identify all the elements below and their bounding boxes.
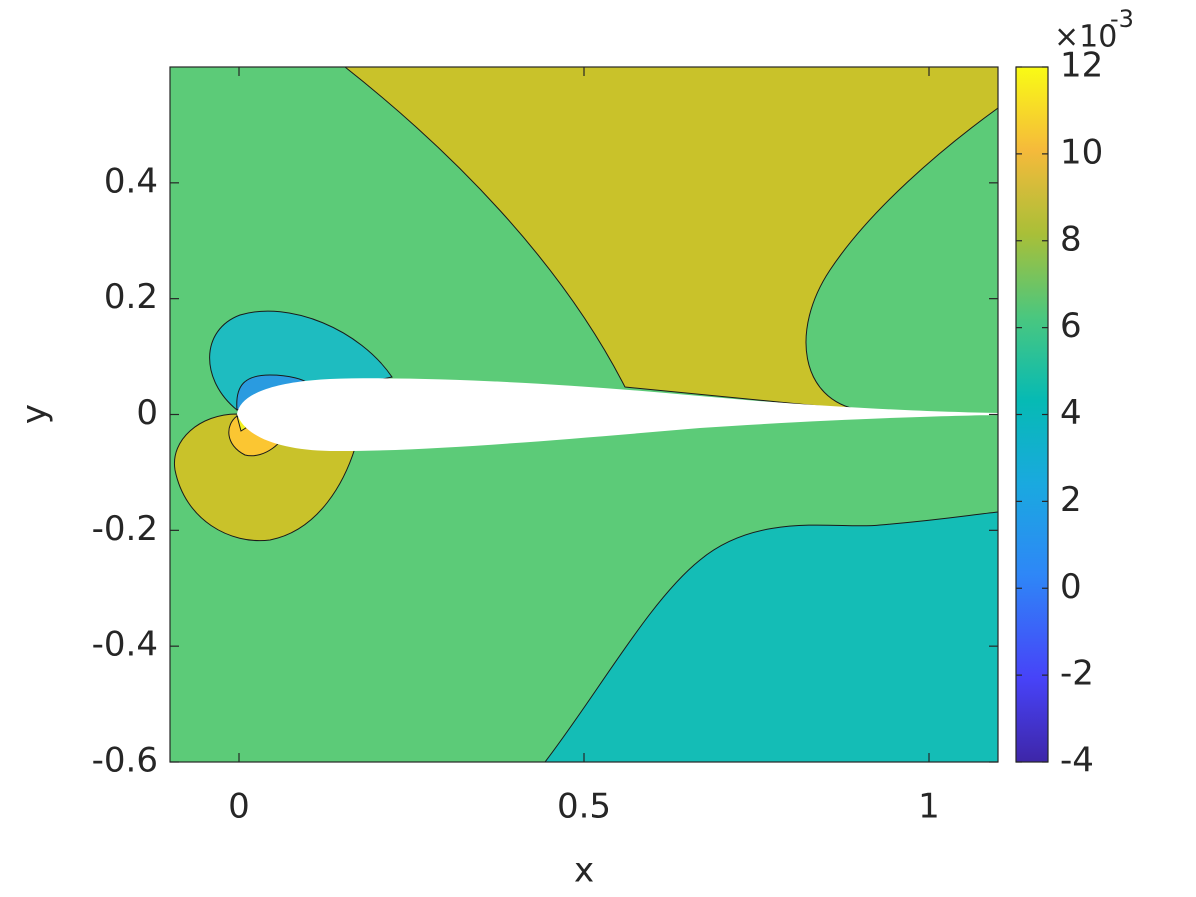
y-tick-label: -0.6 [92,741,158,781]
y-axis-label: y [15,404,55,424]
contour-region [344,67,998,411]
colorbar-tick-label: -4 [1060,741,1094,781]
airfoil [237,378,998,452]
y-tick-label: -0.2 [92,509,158,549]
colorbar-tick-label: 6 [1060,306,1082,346]
colorbar-tick-label: 2 [1060,480,1082,520]
y-tick-label: -0.4 [92,625,158,665]
x-tick-label: 0.5 [557,787,611,827]
colorbar-tick-label: 0 [1060,567,1082,607]
colorbar-tick-label: 8 [1060,219,1082,259]
contour-region [544,511,998,762]
x-tick-label: 1 [918,787,940,827]
x-tick-label: 0 [228,787,250,827]
y-tick-label: 0 [136,393,158,433]
colorbar-tick-label: -2 [1060,654,1094,694]
colorbar-exponent-power: -3 [1110,5,1134,33]
y-tick-label: 0.4 [104,161,158,201]
x-axis-label: x [574,851,594,891]
y-tick-label: 0.2 [104,277,158,317]
colorbar-exponent-base: ×10 [1054,20,1117,55]
colorbar-tick-label: 12 [1060,46,1103,86]
colorbar-tick-label: 10 [1060,132,1103,172]
colorbar-tick-label: 4 [1060,393,1082,433]
